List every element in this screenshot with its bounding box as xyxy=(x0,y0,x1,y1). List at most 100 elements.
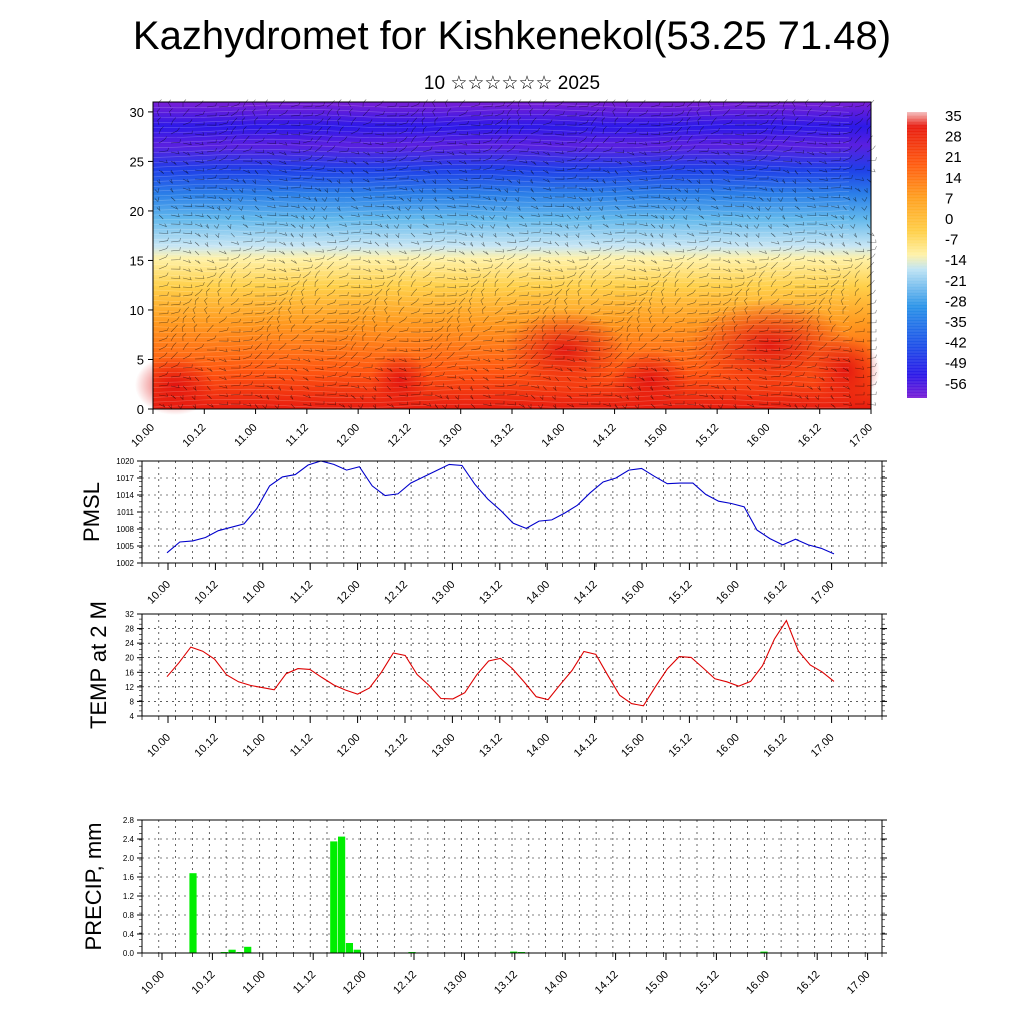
y-tick-label: 8 xyxy=(130,697,135,706)
x-tick-label: 11.12 xyxy=(284,422,311,449)
x-tick-label: 10.12 xyxy=(180,422,208,450)
isoline xyxy=(152,213,850,219)
x-tick-label: 17.00 xyxy=(847,422,875,450)
y-tick-label: 15 xyxy=(130,253,144,268)
chart-title: Kazhydromet for Kishkenekol(53.25 71.48) xyxy=(132,14,892,58)
x-tick-label: 15.00 xyxy=(643,969,671,997)
x-tick-label: 13.00 xyxy=(442,969,470,997)
y-tick-label: 0.0 xyxy=(123,949,135,958)
colorbar-label: 14 xyxy=(945,170,962,187)
y-tick-label: 25 xyxy=(130,154,144,169)
x-tick-label: 17.00 xyxy=(809,579,837,607)
colorbar-label: 0 xyxy=(945,211,953,228)
isoline xyxy=(152,318,850,324)
isoline xyxy=(152,168,850,174)
colorbar: 35 28 21 14 7 0 -7 -14 -21 -28 -35 -42 -49 -56 xyxy=(907,108,967,398)
isoline xyxy=(152,128,850,134)
x-tick-label: 14.00 xyxy=(539,422,567,450)
isoline xyxy=(152,188,850,194)
y-tick-label: 2.0 xyxy=(123,854,135,863)
x-tick-label: 13.00 xyxy=(430,579,458,607)
y-tick-label: 0.8 xyxy=(123,911,135,920)
x-tick-label: 12.00 xyxy=(335,579,363,607)
isoline xyxy=(152,193,850,199)
x-tick-label: 10.00 xyxy=(129,422,157,450)
x-tick-label: 12.00 xyxy=(335,732,363,760)
x-tick-label: 15.00 xyxy=(619,732,647,760)
pmsl-panel: 1002 1005 1008 1011 1014 1017 1020 10.00 10.12 11… xyxy=(79,457,887,607)
y-tick-label: 1005 xyxy=(116,542,134,551)
x-tick-label: 14.12 xyxy=(591,422,619,450)
precip-bar xyxy=(345,943,353,953)
x-tick-label: 14.12 xyxy=(572,732,600,760)
x-tick-label: 10.00 xyxy=(139,969,167,997)
isoline xyxy=(152,328,850,334)
isoline xyxy=(152,368,850,374)
y-tick-label: 1014 xyxy=(116,491,134,500)
precip-bar xyxy=(338,836,346,953)
isoline xyxy=(152,248,850,254)
y-tick-label: 0.4 xyxy=(123,930,135,939)
isoline xyxy=(152,208,850,214)
y-tick-label: 32 xyxy=(125,610,134,619)
precip-bar xyxy=(244,946,252,953)
y-tick-label: 1020 xyxy=(116,457,134,466)
y-axis-title: TEMP at 2 M xyxy=(86,601,111,729)
x-tick-label: 10.12 xyxy=(193,732,221,760)
precip-panel: 0.0 0.4 0.8 1.2 1.6 2.0 2.4 2.8 10.00 10.12 11.00 1… xyxy=(81,816,887,997)
colorbar-label: 21 xyxy=(945,149,962,166)
colorbar-label: 7 xyxy=(945,190,953,207)
isoline xyxy=(152,218,850,224)
isoline xyxy=(152,348,850,354)
y-tick-label: 12 xyxy=(125,683,134,692)
warm-core xyxy=(135,355,215,415)
warm-core xyxy=(810,335,880,405)
isoline xyxy=(152,158,850,164)
plot-frame xyxy=(141,460,883,564)
x-tick-label: 13.00 xyxy=(437,422,465,450)
isoline xyxy=(152,118,850,124)
isoline xyxy=(152,253,850,259)
x-tick-label: 16.00 xyxy=(714,579,742,607)
x-tick-label: 13.12 xyxy=(492,969,520,997)
x-tick-label: 17.00 xyxy=(845,969,873,997)
isoline xyxy=(152,238,850,244)
cross-section-panel: 0 5 10 15 20 25 30 10.00 10.12 11.00 11.12 12.00 12.… xyxy=(129,99,880,450)
x-tick-label: 16.12 xyxy=(761,579,789,607)
isoline xyxy=(152,353,850,359)
colorbar-label: 28 xyxy=(945,129,962,146)
precip-bar xyxy=(510,951,518,953)
x-tick-label: 17.00 xyxy=(809,732,837,760)
colorbar-label: -7 xyxy=(945,232,958,249)
isoline xyxy=(152,233,850,239)
isoline xyxy=(152,398,850,404)
y-tick-label: 10 xyxy=(130,303,144,318)
x-tick-label: 16.12 xyxy=(796,422,824,450)
y-tick-label: 24 xyxy=(125,639,134,648)
x-tick-label: 13.12 xyxy=(477,579,505,607)
isoline xyxy=(152,243,850,249)
x-tick-label: 10.12 xyxy=(190,969,218,997)
precip-bar xyxy=(330,841,338,953)
warm-core xyxy=(610,350,690,410)
colorbar-label: 35 xyxy=(945,108,962,125)
warm-core xyxy=(370,352,430,408)
isoline xyxy=(152,148,849,154)
x-tick-label: 11.12 xyxy=(288,732,315,759)
isoline xyxy=(152,293,850,299)
y-tick-label: 1002 xyxy=(116,559,134,568)
x-tick-label: 10.00 xyxy=(145,579,173,607)
series-line xyxy=(166,460,835,555)
x-tick-label: 14.12 xyxy=(572,579,600,607)
y-tick-label: 1008 xyxy=(116,525,134,534)
isoline xyxy=(152,183,850,189)
isoline xyxy=(152,273,850,279)
plot-frame xyxy=(141,613,883,717)
isoline xyxy=(152,163,850,169)
x-tick-label: 11.00 xyxy=(241,969,268,996)
isoline xyxy=(152,403,850,409)
isoline xyxy=(152,308,850,314)
isoline xyxy=(152,323,850,329)
